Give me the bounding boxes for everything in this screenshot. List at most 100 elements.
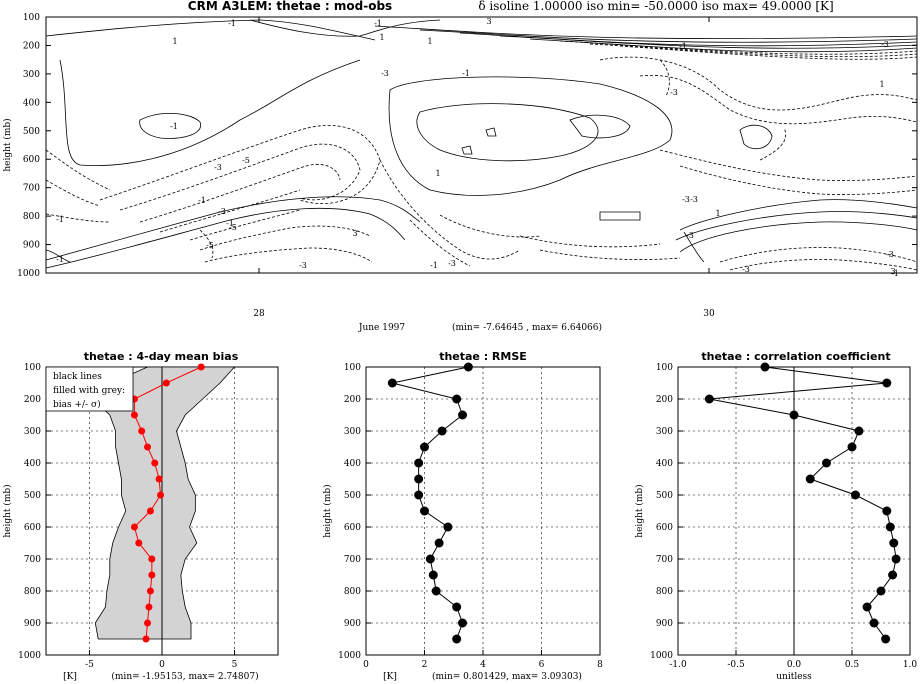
rmse-stats: (min= 0.801429, max= 3.09303): [432, 671, 582, 682]
corr-point: [850, 490, 860, 500]
corr-points: [704, 362, 901, 644]
bias-y-tick-label: 700: [24, 555, 41, 565]
bias-x-tick-label: -5: [85, 660, 94, 670]
bias-title: thetae : 4-day mean bias: [84, 350, 239, 363]
rmse-point: [434, 538, 444, 548]
corr-point: [889, 538, 899, 548]
contour-lines-dashed: [45, 56, 918, 271]
rmse-point: [428, 570, 438, 580]
rmse-points: [387, 362, 473, 644]
corr-x-tick-label: 0.0: [787, 660, 802, 670]
rmse-y-tick-label: 1000: [338, 651, 361, 661]
bias-point: [146, 507, 154, 515]
bias-y-tick-label: 800: [24, 587, 41, 597]
contour-title: CRM A3LEM: thetae : mod-obs: [188, 0, 392, 13]
contour-y-tick-label: 100: [23, 13, 40, 23]
bias-point: [130, 523, 138, 531]
bias-y-tick-label: 200: [24, 395, 41, 405]
contour-value-label: -5: [206, 241, 214, 250]
contour-value-label: -3: [381, 69, 389, 78]
rmse-y-tick-label: 100: [344, 363, 361, 373]
rmse-xlabel: [K]: [383, 672, 397, 682]
rmse-y-tick-label: 500: [344, 491, 361, 501]
contour-x-axis: 28 30: [253, 17, 715, 319]
rmse-point: [452, 394, 462, 404]
corr-point: [805, 474, 815, 484]
bias-legend-line-1: black lines: [53, 372, 102, 382]
bias-legend-line-2: filled with grey:: [53, 386, 125, 396]
corr-y-tick-label: 200: [656, 395, 673, 405]
corr-y-tick-label: 100: [656, 363, 673, 373]
rmse-x-tick-label: 6: [539, 660, 545, 670]
bias-x-tick-label: 0: [159, 660, 165, 670]
bias-point: [148, 571, 156, 579]
contour-xlabel: June 1997: [358, 323, 406, 333]
bias-ylabel: height (mb): [2, 484, 13, 537]
contour-value-label: 3: [486, 17, 491, 26]
bias-y-tick-label: 100: [24, 363, 41, 373]
contour-value-label: 1: [879, 80, 884, 89]
bias-point: [162, 379, 170, 387]
contour-value-label: -1: [679, 42, 687, 51]
contour-value-label: 1: [427, 37, 432, 46]
contour-y-tick-label: 200: [23, 41, 40, 51]
corr-y-tick-label: 800: [656, 587, 673, 597]
corr-point: [760, 362, 770, 372]
contour-value-label: -3: [742, 265, 750, 274]
bias-axes: 100 200 300 400 500 600 700 800 900 1000 -5 0 5: [18, 363, 238, 670]
corr-x-tick-label: 1.0: [903, 660, 918, 670]
corr-point: [885, 522, 895, 532]
contour-value-label: -3: [886, 250, 894, 259]
bias-y-tick-label: 900: [24, 619, 41, 629]
corr-point: [821, 458, 831, 468]
bias-point: [142, 635, 150, 643]
corr-point: [888, 570, 898, 580]
contour-labels: 31-11-1-31-1-31-3-1-5-1-3-11-3-1-53-3-5-…: [56, 17, 899, 278]
rmse-point: [414, 490, 424, 500]
bias-xlabel: [K]: [63, 672, 77, 682]
bias-point: [146, 587, 154, 595]
rmse-point: [414, 458, 424, 468]
bias-y-tick-label: 1000: [18, 651, 41, 661]
bias-point: [197, 363, 205, 371]
corr-point: [891, 554, 901, 564]
rmse-point: [458, 410, 468, 420]
rmse-point: [458, 618, 468, 628]
contour-y-tick-label: 900: [23, 241, 40, 251]
rmse-frame: [365, 366, 601, 656]
bias-sigma-band: [91, 366, 236, 640]
rmse-ylabel: height (mb): [322, 484, 333, 537]
rmse-y-tick-label: 900: [344, 619, 361, 629]
corr-point: [862, 602, 872, 612]
bias-point: [144, 443, 151, 451]
rmse-panel: thetae : RMSE 100 200 300 400 500 600 700 800 90…: [322, 350, 603, 682]
rmse-point: [443, 522, 453, 532]
bias-point: [130, 411, 138, 419]
contour-value-label: -3: [881, 40, 889, 49]
contour-y-tick-label: 500: [23, 127, 40, 137]
rmse-x-tick-label: 8: [597, 660, 603, 670]
rmse-point: [452, 634, 462, 644]
contour-value-label: 1: [379, 33, 384, 42]
contour-value-label: 1: [172, 37, 177, 46]
contour-value-label: -3: [448, 259, 456, 268]
corr-y-tick-label: 300: [656, 427, 673, 437]
corr-y-tick-label: 400: [656, 459, 673, 469]
contour-y-tick-label: 700: [23, 184, 40, 194]
contour-title-info: δ isoline 1.00000 iso min= -50.0000 iso …: [478, 0, 833, 13]
bias-point: [155, 475, 163, 483]
corr-point: [882, 378, 892, 388]
corr-x-tick-label: -1.0: [669, 660, 687, 670]
bias-point: [148, 555, 156, 563]
corr-point: [789, 410, 799, 420]
bias-y-tick-label: 300: [24, 427, 41, 437]
rmse-grid: [366, 367, 600, 655]
rmse-point: [414, 474, 424, 484]
contour-ylabel: height (mb): [2, 118, 13, 171]
bias-point: [157, 491, 165, 499]
corr-y-tick-label: 900: [656, 619, 673, 629]
contour-value-label: -3: [690, 195, 698, 204]
rmse-point: [463, 362, 473, 372]
contour-value-label: -3: [670, 88, 678, 97]
